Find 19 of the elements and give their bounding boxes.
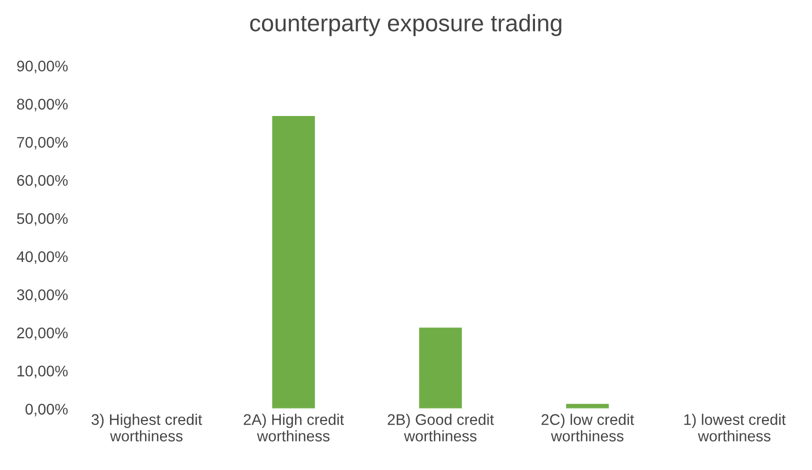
chart-title: counterparty exposure trading [250,14,562,36]
y-tick-label: 50,00% [17,213,68,226]
x-tick-label: 2C) low credit worthiness [542,414,634,442]
x-tick-label: 2A) High credit worthiness [244,414,344,442]
bar [418,326,464,409]
bar [270,114,316,409]
y-tick-label: 40,00% [16,251,68,264]
y-tick-label: 90,00% [17,60,68,74]
y-tick-label: 70,00% [17,136,68,150]
bar [564,402,610,409]
y-tick-label: 10,00% [18,366,68,378]
y-tick-label: 80,00% [17,98,68,112]
y-tick-label: 0,00% [26,404,68,416]
y-tick-label: 20,00% [17,328,68,340]
y-tick-label: 30,00% [16,289,68,302]
x-tick-label: 2B) Good credit worthiness [388,414,494,442]
y-tick-label: 60,00% [17,175,68,188]
x-tick-label: 1) lowest credit worthiness [684,414,786,442]
x-tick-label: 3) Highest credit worthiness [92,414,202,442]
